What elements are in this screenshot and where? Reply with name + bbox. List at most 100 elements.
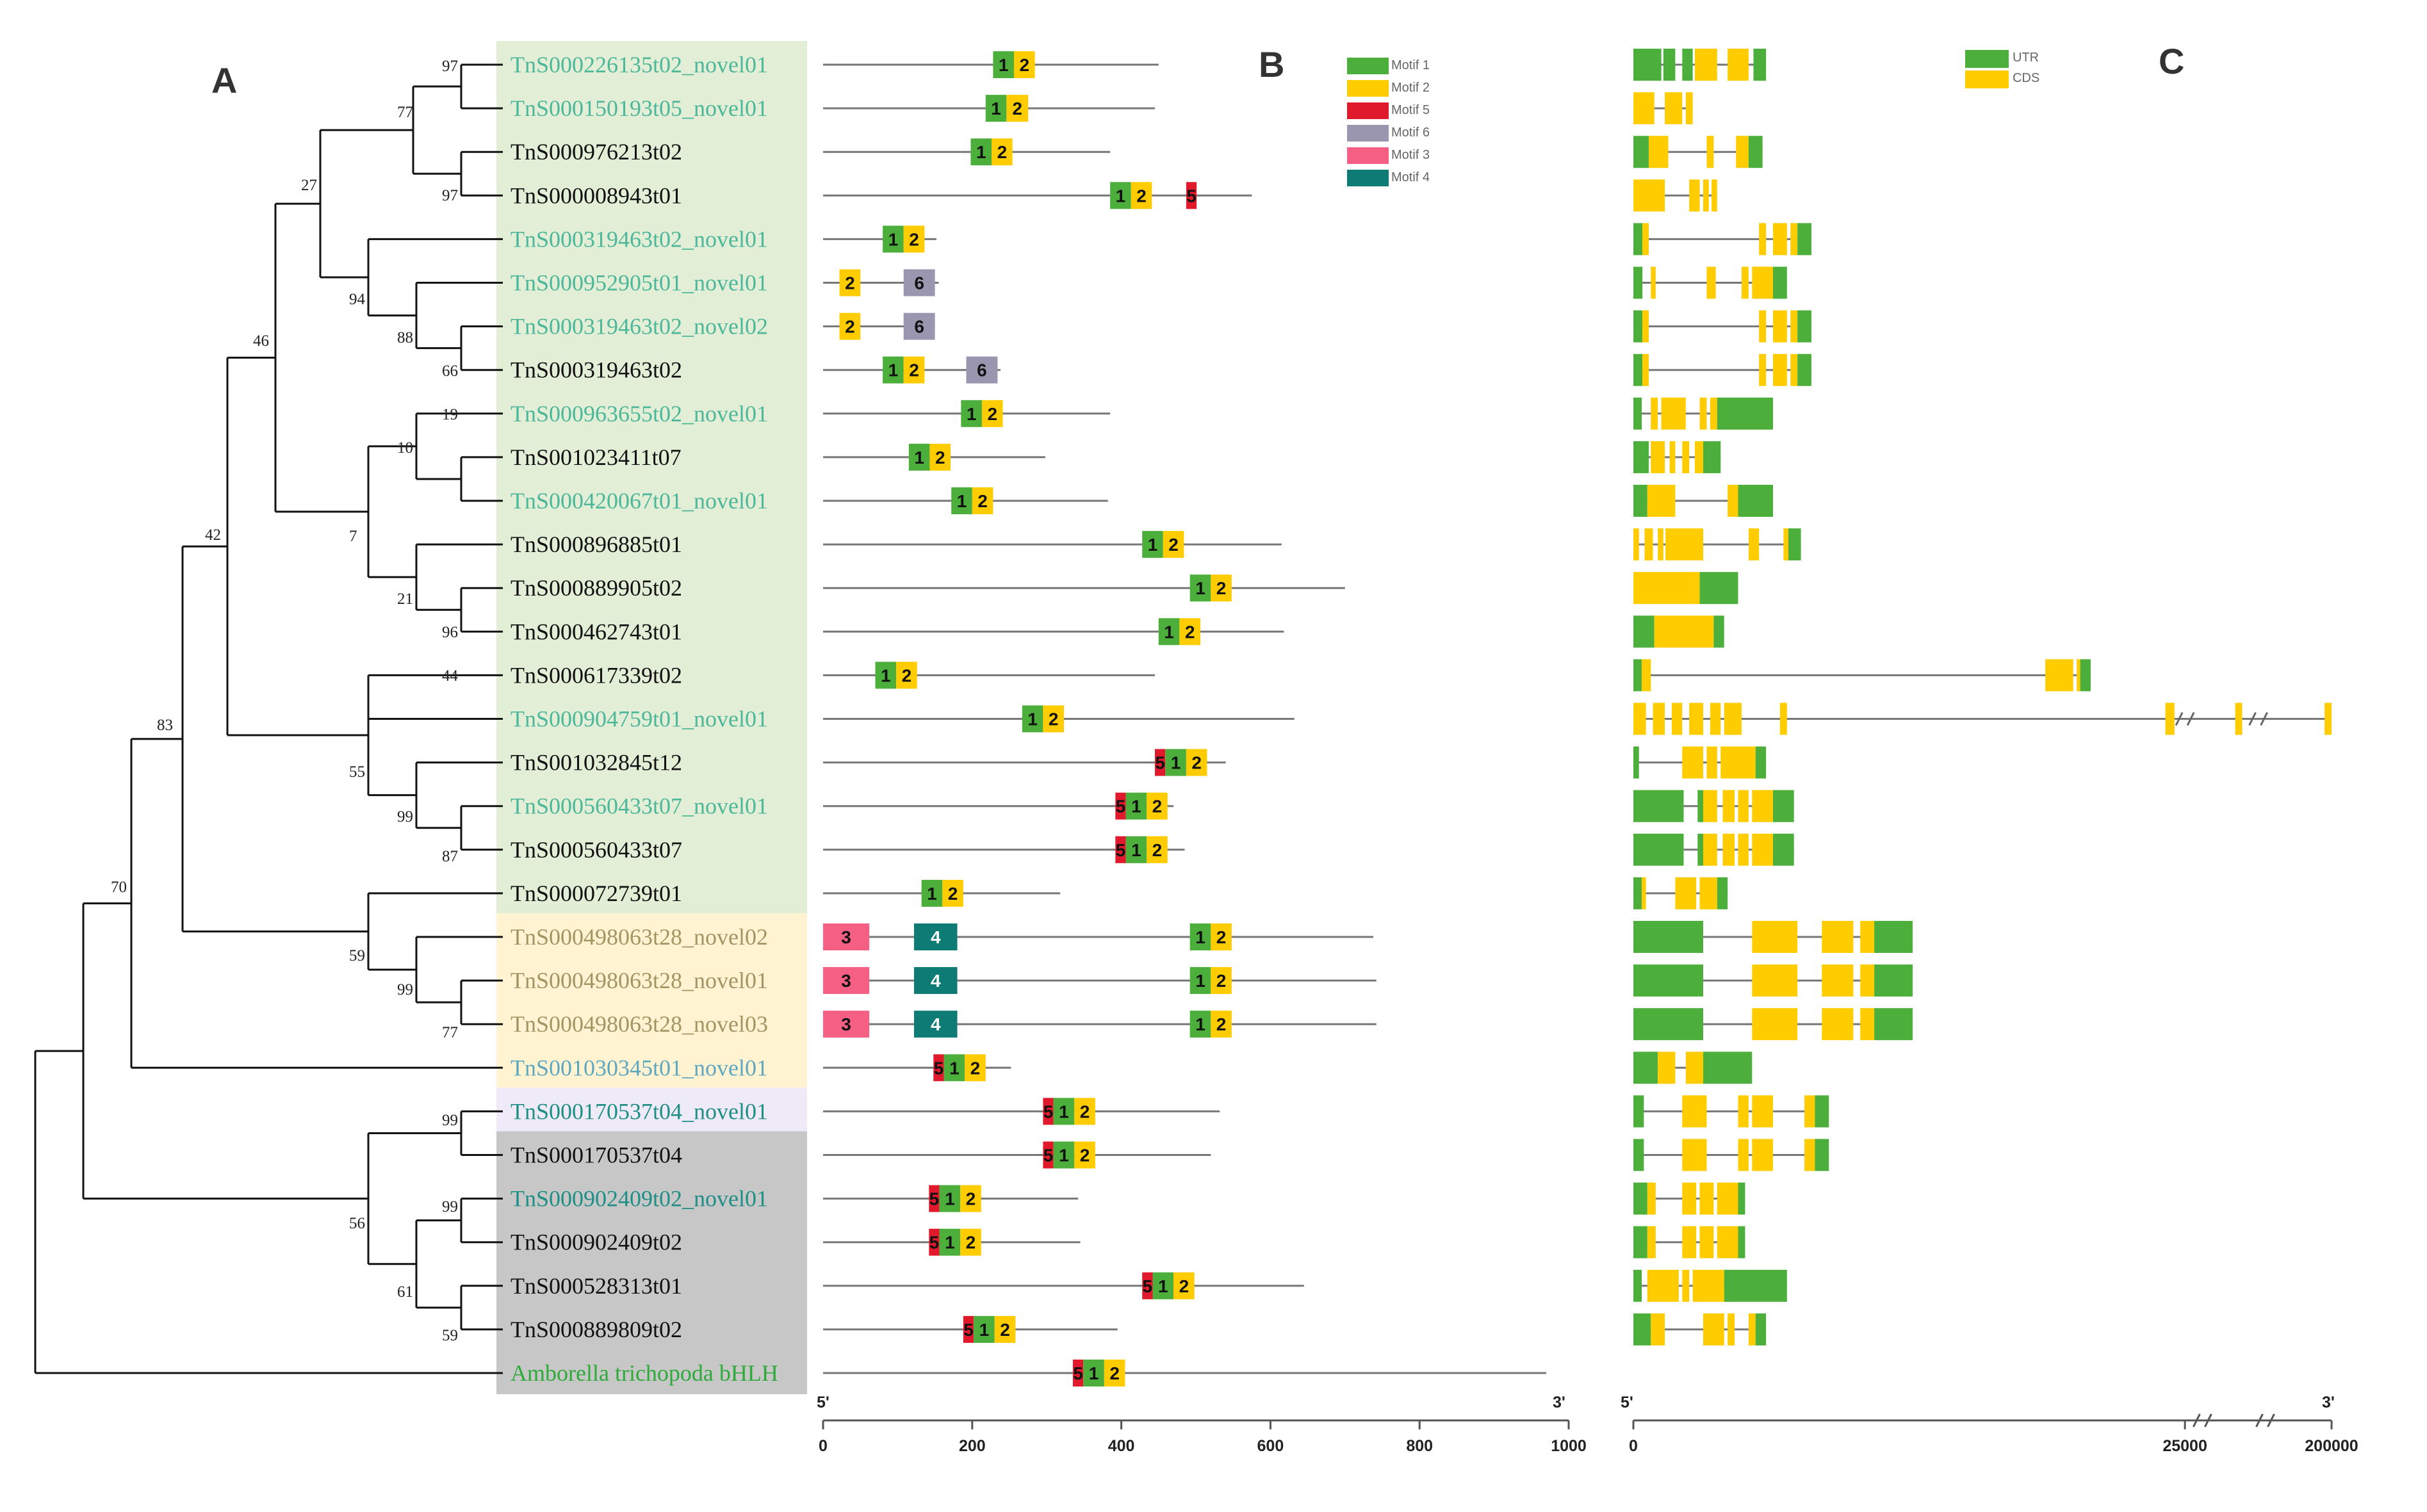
- motif-5-box: [929, 1185, 940, 1212]
- utr-block: [1755, 1313, 1767, 1345]
- gene-label: TnS000170537t04: [511, 1142, 682, 1168]
- support-value: 10: [397, 439, 413, 457]
- utr-block: [1753, 49, 1767, 81]
- gene-label: TnS000963655t02_novel01: [511, 401, 768, 427]
- cds-block: [1633, 703, 1646, 735]
- motif-number: 5: [929, 1189, 940, 1209]
- motif-1-box: [883, 225, 904, 253]
- motif-2-box: [972, 487, 993, 514]
- support-value: 59: [349, 947, 365, 964]
- utr-block: [1633, 1226, 1647, 1258]
- utr-block: [1755, 746, 1767, 779]
- utr-block: [1773, 833, 1794, 866]
- utr-block: [1797, 310, 1811, 343]
- gene-label: TnS001030345t01_novel01: [511, 1055, 768, 1080]
- motif-2-box: [896, 662, 917, 689]
- tick-label: 0: [819, 1437, 828, 1455]
- cds-block: [1706, 746, 1717, 779]
- motif-number: 2: [1109, 1363, 1120, 1383]
- motif-number: 1: [945, 1189, 955, 1209]
- gene-label: TnS000560433t07: [511, 837, 682, 863]
- motif-2-box: [1179, 618, 1200, 646]
- motif-2-box: [942, 879, 963, 907]
- tick-label: 600: [1257, 1437, 1284, 1455]
- motif-legend: Motif 1 Motif 2 Motif 5 Motif 6 Motif 3 Motif…: [1347, 58, 1430, 186]
- utr-block: [1633, 485, 1647, 517]
- motif-2-box: [1104, 1360, 1125, 1386]
- legend-label: Motif 4: [1391, 170, 1430, 184]
- five-prime-label: 5': [817, 1394, 829, 1411]
- legend-label: Motif 1: [1391, 58, 1430, 72]
- support-value: 87: [442, 848, 458, 865]
- motif-number: 6: [977, 361, 987, 380]
- cds-block: [1804, 1139, 1815, 1171]
- motif-5-box: [1186, 182, 1197, 209]
- cds-block: [1748, 528, 1760, 561]
- gene-label: TnS000170537t04_novel01: [511, 1098, 768, 1124]
- motif-5-box: [1072, 1360, 1084, 1386]
- motif-2-box: [1211, 1011, 1232, 1038]
- motif-number: 2: [1191, 753, 1202, 773]
- motif-number: 1: [949, 1058, 960, 1078]
- motif-2-box: [1013, 51, 1035, 78]
- support-value: 83: [157, 717, 173, 734]
- utr-block: [1633, 1269, 1642, 1302]
- cds-block: [1728, 49, 1749, 81]
- motif-number: 2: [1152, 797, 1163, 817]
- tick-label: 1000: [1551, 1437, 1587, 1455]
- motif-2-box: [839, 313, 861, 340]
- motif-1-box: [1189, 923, 1211, 950]
- motif-number: 2: [902, 665, 912, 685]
- support-value: 46: [253, 332, 269, 350]
- tick-label: 200000: [2305, 1437, 2358, 1455]
- motif-1-box: [1189, 574, 1211, 602]
- cds-block: [1642, 877, 1646, 909]
- utr-block: [1633, 1313, 1651, 1345]
- motif-2-box: [1173, 1272, 1195, 1299]
- cds-block: [1699, 1182, 1714, 1215]
- cds-block: [1642, 223, 1649, 256]
- cds-block: [1738, 1095, 1749, 1128]
- cds-block: [1728, 1313, 1735, 1345]
- cds-block: [1633, 528, 1639, 561]
- support-value: 77: [397, 104, 413, 121]
- utr-block: [1633, 397, 1642, 430]
- cds-block: [1804, 1095, 1815, 1128]
- clade-background: [496, 41, 807, 915]
- cds-block: [1790, 223, 1798, 256]
- cds-block: [1682, 1139, 1707, 1171]
- utr-block: [1633, 659, 1642, 692]
- cds-block: [1741, 266, 1749, 299]
- motif-5-box: [1115, 836, 1126, 863]
- cds-block: [1738, 833, 1749, 866]
- utr-block: [1699, 572, 1738, 605]
- utr-block: [1738, 485, 1773, 517]
- motif-5-box: [963, 1315, 974, 1343]
- cds-block: [1703, 1313, 1724, 1345]
- motif-6-box: [966, 356, 998, 384]
- motif-1-box: [908, 443, 930, 471]
- cds-block: [1773, 310, 1787, 343]
- motif-1-box: [939, 1185, 961, 1212]
- cds-block: [1706, 266, 1716, 299]
- motif-4-box: [914, 1011, 958, 1038]
- utr-block: [1633, 964, 1703, 997]
- motif-1-box: [875, 662, 897, 689]
- gene-label: TnS000498063t28_novel01: [511, 968, 768, 993]
- cds-block: [1647, 485, 1676, 517]
- utr-block: [1717, 397, 1773, 430]
- utr-block: [1797, 223, 1811, 256]
- cds-block: [1658, 1052, 1676, 1084]
- gene-label: TnS000896885t01: [511, 532, 682, 557]
- motif-1-box: [1053, 1141, 1075, 1169]
- motif-2-box: [981, 400, 1003, 427]
- motif-number: 2: [1049, 710, 1059, 729]
- motif-1-box: [939, 1228, 961, 1256]
- phylogenetic-tree: 97 77 27 97 94 88 66 46 19 10 7 21 96 42 44 55 99 87 83 59 9…: [34, 58, 503, 1374]
- motif-number: 1: [1195, 1014, 1205, 1034]
- cds-block: [1706, 136, 1714, 168]
- structure-axis: 0 25000 200000 5' 3': [1621, 1394, 2358, 1455]
- cds-block: [1752, 266, 1773, 299]
- utr-block: [1633, 1095, 1644, 1128]
